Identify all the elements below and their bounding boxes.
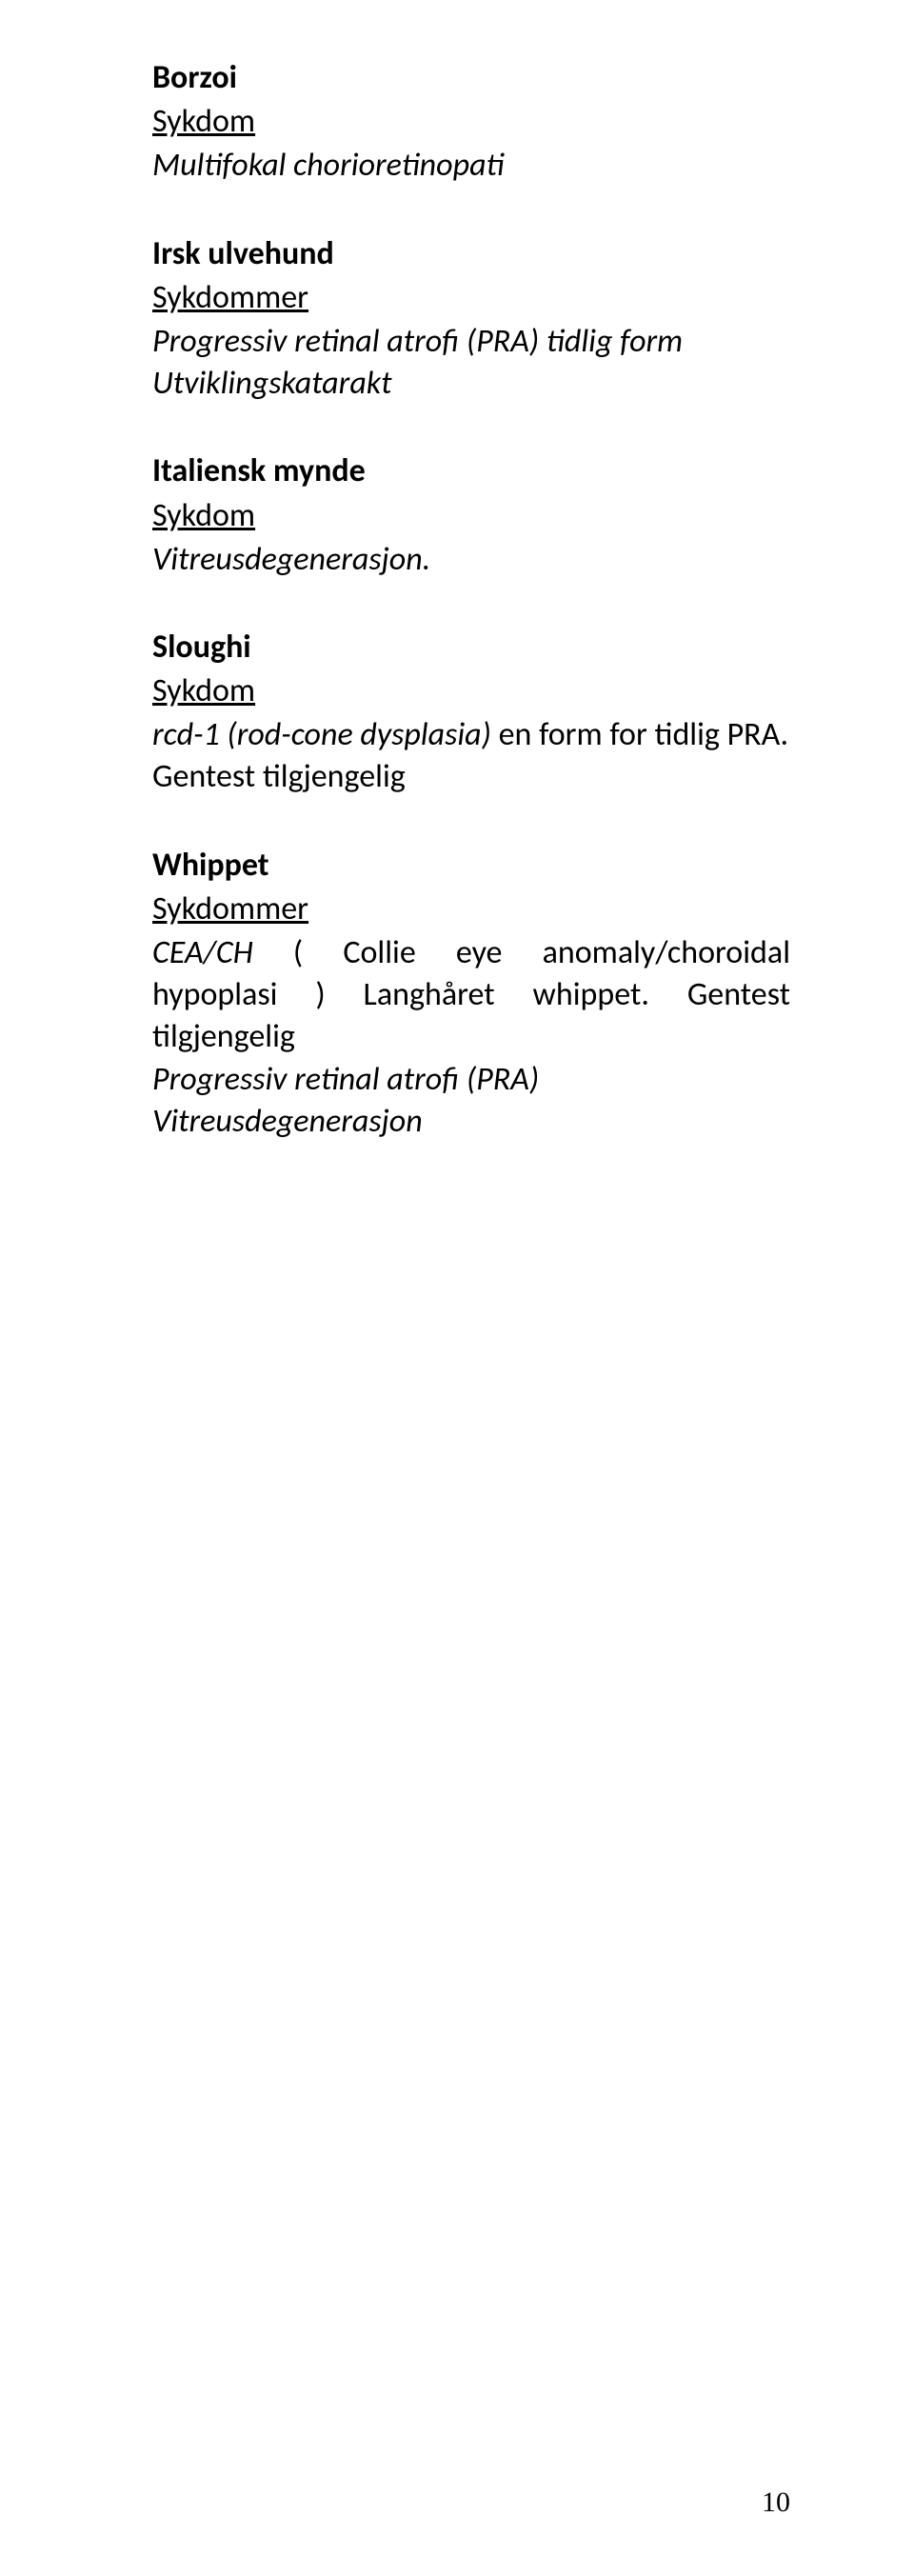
disease-text: rcd-1 (rod-cone dysplasia) en form for t… bbox=[152, 714, 790, 756]
disease-text: Progressiv retinal atrofi (PRA) bbox=[152, 1059, 790, 1101]
disease-header: Sykdom bbox=[152, 101, 790, 143]
section-borzoi: Borzoi Sykdom Multifokal chorioretinopat… bbox=[152, 57, 790, 188]
disease-italic-part: CEA/CH bbox=[152, 933, 253, 972]
disease-italic-part: rcd-1 (rod-cone dysplasia) bbox=[152, 715, 499, 754]
section-irsk-ulvehund: Irsk ulvehund Sykdommer Progressiv retin… bbox=[152, 233, 790, 406]
disease-text: Utviklingskatarakt bbox=[152, 363, 790, 405]
disease-header: Sykdommer bbox=[152, 889, 790, 930]
disease-text: Vitreusdegenerasjon bbox=[152, 1101, 790, 1143]
disease-text: Gentest tilgjengelig bbox=[152, 756, 790, 798]
breed-name: Borzoi bbox=[152, 57, 790, 99]
breed-name: Irsk ulvehund bbox=[152, 233, 790, 275]
disease-text: Multifokal chorioretinopati bbox=[152, 145, 790, 187]
disease-normal-part: en form for tidlig PRA. bbox=[499, 715, 788, 754]
section-italiensk-mynde: Italiensk mynde Sykdom Vitreusdegenerasj… bbox=[152, 450, 790, 581]
breed-name: Sloughi bbox=[152, 627, 790, 669]
disease-text: Vitreusdegenerasjon. bbox=[152, 539, 790, 581]
page-number: 10 bbox=[762, 2486, 790, 2519]
breed-name: Whippet bbox=[152, 845, 790, 887]
disease-header: Sykdom bbox=[152, 495, 790, 537]
disease-header: Sykdom bbox=[152, 670, 790, 712]
breed-name: Italiensk mynde bbox=[152, 450, 790, 492]
section-sloughi: Sloughi Sykdom rcd-1 (rod-cone dysplasia… bbox=[152, 627, 790, 799]
disease-text: CEA/CH ( Collie eye anomaly/choroidal hy… bbox=[152, 932, 790, 1059]
disease-text: Progressiv retinal atrofi (PRA) tidlig f… bbox=[152, 321, 790, 363]
section-whippet: Whippet Sykdommer CEA/CH ( Collie eye an… bbox=[152, 845, 790, 1143]
disease-normal-part: Langhåret whippet. bbox=[364, 975, 687, 1014]
disease-header: Sykdommer bbox=[152, 277, 790, 319]
